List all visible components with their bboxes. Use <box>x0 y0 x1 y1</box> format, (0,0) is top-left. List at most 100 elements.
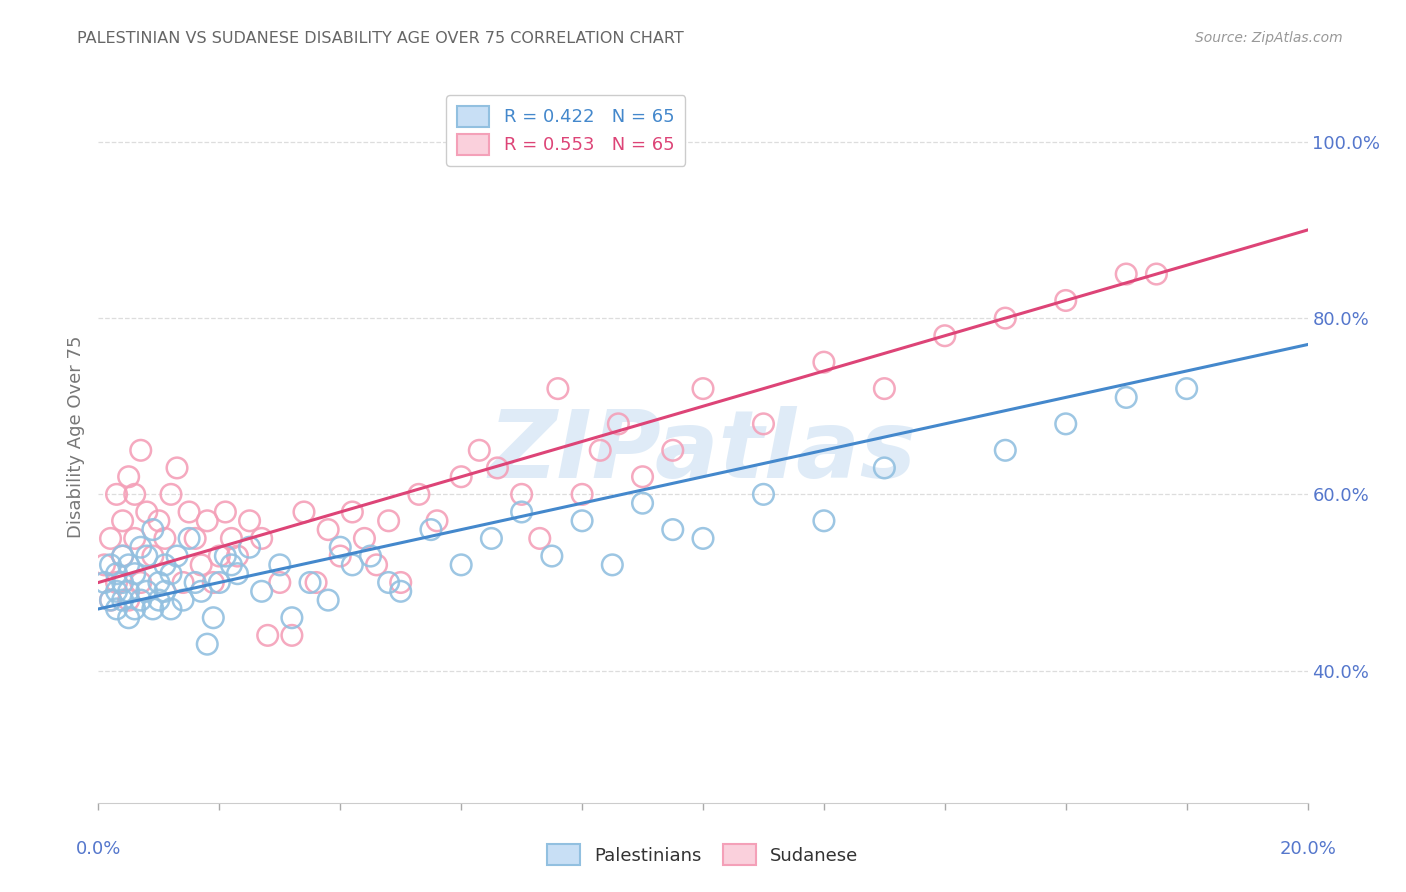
Point <box>179 532 201 546</box>
Point <box>281 628 304 642</box>
Text: ZIPatlas: ZIPatlas <box>489 406 917 498</box>
Point <box>1054 293 1077 308</box>
Point <box>142 523 165 537</box>
Point <box>160 487 183 501</box>
Point <box>190 558 212 572</box>
Point <box>214 549 236 563</box>
Point <box>129 443 152 458</box>
Point <box>602 558 624 572</box>
Point <box>510 487 533 501</box>
Point <box>1175 382 1198 396</box>
Point <box>93 558 115 572</box>
Point <box>111 514 134 528</box>
Point <box>129 575 152 590</box>
Point <box>118 558 141 572</box>
Point <box>420 523 443 537</box>
Point <box>129 593 152 607</box>
Point <box>486 461 509 475</box>
Point <box>172 593 194 607</box>
Point <box>160 566 183 581</box>
Point <box>105 602 128 616</box>
Point <box>195 637 218 651</box>
Point <box>813 355 835 369</box>
Text: PALESTINIAN VS SUDANESE DISABILITY AGE OVER 75 CORRELATION CHART: PALESTINIAN VS SUDANESE DISABILITY AGE O… <box>77 31 685 46</box>
Point <box>450 469 472 483</box>
Point <box>468 443 491 458</box>
Point <box>329 540 352 554</box>
Point <box>184 575 207 590</box>
Point <box>607 417 630 431</box>
Point <box>202 575 225 590</box>
Point <box>571 514 593 528</box>
Point <box>166 461 188 475</box>
Point <box>1115 391 1137 405</box>
Point <box>100 532 122 546</box>
Point <box>589 443 612 458</box>
Point <box>221 532 243 546</box>
Point <box>208 575 231 590</box>
Point <box>256 628 278 642</box>
Point <box>250 584 273 599</box>
Point <box>195 514 218 528</box>
Point <box>329 549 352 563</box>
Point <box>221 558 243 572</box>
Point <box>316 523 339 537</box>
Point <box>93 575 115 590</box>
Point <box>571 487 593 501</box>
Point <box>692 382 714 396</box>
Point <box>1115 267 1137 281</box>
Point <box>179 505 201 519</box>
Point <box>124 566 146 581</box>
Point <box>105 584 128 599</box>
Point <box>135 584 157 599</box>
Point <box>118 593 141 607</box>
Point <box>135 549 157 563</box>
Point <box>172 575 194 590</box>
Point <box>111 549 134 563</box>
Point <box>631 469 654 483</box>
Point <box>813 514 835 528</box>
Point <box>148 575 170 590</box>
Point <box>226 549 249 563</box>
Point <box>148 514 170 528</box>
Point <box>124 602 146 616</box>
Point <box>153 532 176 546</box>
Y-axis label: Disability Age Over 75: Disability Age Over 75 <box>66 335 84 539</box>
Point <box>540 549 562 563</box>
Point <box>226 566 249 581</box>
Point <box>118 469 141 483</box>
Point <box>1054 417 1077 431</box>
Legend: R = 0.422   N = 65, R = 0.553   N = 65: R = 0.422 N = 65, R = 0.553 N = 65 <box>446 95 685 166</box>
Point <box>160 602 183 616</box>
Point <box>873 461 896 475</box>
Point <box>208 549 231 563</box>
Point <box>100 593 122 607</box>
Point <box>142 602 165 616</box>
Point <box>269 558 291 572</box>
Point <box>353 532 375 546</box>
Point <box>269 575 291 590</box>
Point <box>214 505 236 519</box>
Point <box>105 566 128 581</box>
Point <box>389 584 412 599</box>
Point <box>934 328 956 343</box>
Point <box>142 549 165 563</box>
Point <box>184 532 207 546</box>
Point <box>124 487 146 501</box>
Point <box>281 611 304 625</box>
Point <box>994 311 1017 326</box>
Point <box>100 593 122 607</box>
Text: 20.0%: 20.0% <box>1279 839 1336 858</box>
Point <box>129 540 152 554</box>
Point <box>661 523 683 537</box>
Point <box>153 558 176 572</box>
Point <box>118 611 141 625</box>
Point <box>408 487 430 501</box>
Point <box>994 443 1017 458</box>
Point <box>547 382 569 396</box>
Point <box>692 532 714 546</box>
Point <box>752 487 775 501</box>
Text: Source: ZipAtlas.com: Source: ZipAtlas.com <box>1195 31 1343 45</box>
Text: 0.0%: 0.0% <box>76 839 121 858</box>
Point <box>366 558 388 572</box>
